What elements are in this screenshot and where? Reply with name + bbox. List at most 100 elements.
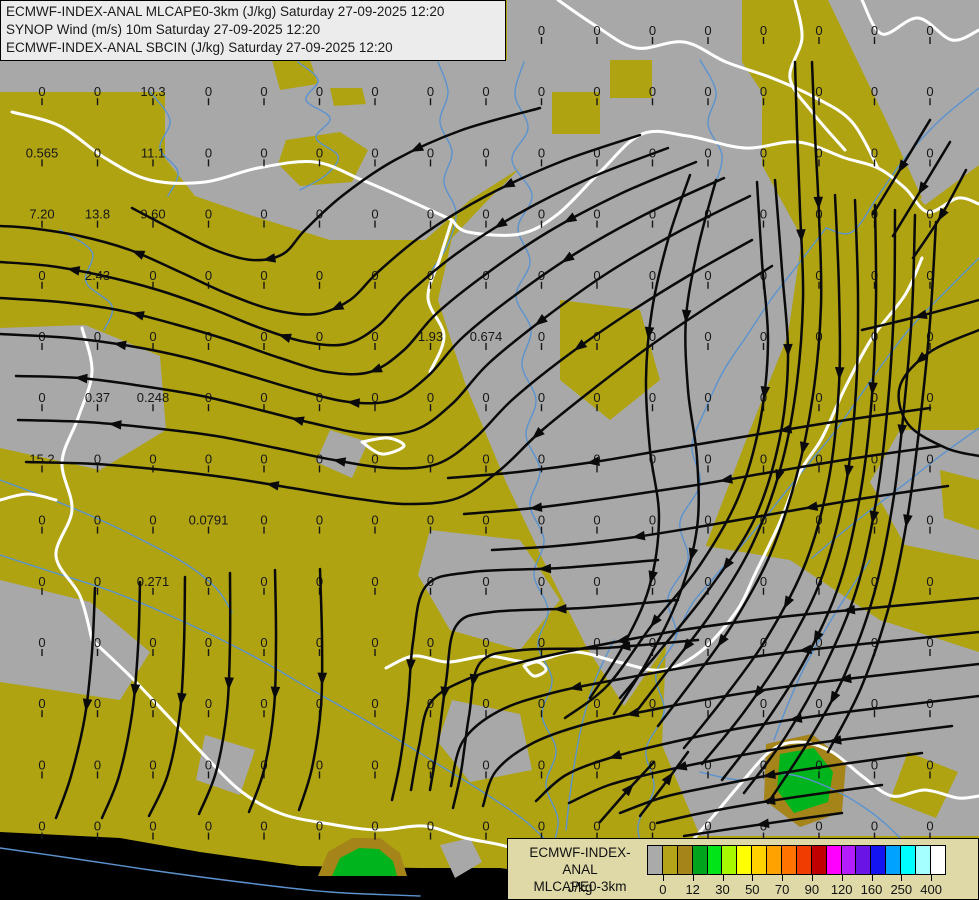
country-border-path (860, 0, 979, 42)
station-marker: 0 (94, 84, 101, 106)
legend-tick-mark (901, 875, 903, 881)
station-calm-staff (429, 771, 432, 779)
station-value: 0 (704, 329, 711, 344)
station-calm-staff (762, 98, 765, 106)
station-value: 0 (94, 696, 101, 711)
streamline-path (700, 198, 860, 766)
country-border-path (54, 326, 94, 642)
station-calm-staff (762, 832, 765, 840)
station-marker: 0 (371, 757, 379, 779)
station-calm-staff (707, 832, 709, 840)
station-value: 0 (926, 574, 933, 589)
station-marker: 0 (926, 268, 934, 289)
station-value: 0 (538, 635, 545, 650)
station-marker: 0 (760, 145, 767, 167)
flow-arrowhead (330, 300, 345, 311)
station-value: 0 (704, 207, 711, 222)
station-marker: 0 (94, 635, 101, 656)
station-value: 0 (205, 574, 212, 589)
station-marker: 0 (871, 390, 878, 412)
flow-arrowhead (648, 570, 658, 585)
station-calm-staff (485, 404, 487, 412)
flow-arrowhead (778, 424, 793, 434)
station-value: 0 (593, 757, 600, 772)
country-border-path (556, 0, 880, 170)
station-value: 0 (760, 451, 767, 466)
cape-olive-patch (552, 92, 600, 134)
station-calm-staff (263, 159, 265, 167)
station-value: 0 (260, 329, 267, 344)
station-calm-staff (707, 404, 709, 412)
flow-arrowhead (903, 514, 913, 528)
cape-gray-patches (0, 0, 979, 836)
station-marker: 0 (260, 84, 268, 106)
legend-color-swatch (751, 845, 768, 875)
streamline-path (655, 783, 884, 825)
station-calm-staff (929, 587, 931, 595)
station-marker: 0 (316, 819, 323, 840)
station-marker: 0 (94, 329, 101, 350)
station-marker: 0 (593, 268, 601, 289)
streamline-path (588, 173, 692, 700)
streamline-path (0, 160, 698, 376)
station-calm-staff (929, 37, 931, 44)
station-value: 7.20 (29, 207, 54, 222)
station-calm-staff (762, 649, 765, 656)
station-calm-staff (263, 587, 265, 595)
station-calm-staff (96, 281, 99, 289)
station-marker: 0 (316, 84, 323, 106)
station-calm-staff (207, 404, 210, 412)
flow-arrowhead (762, 769, 777, 779)
flow-arrowhead (869, 510, 880, 524)
station-calm-staff (152, 281, 154, 289)
cape-gray-patch (662, 545, 979, 836)
station-value: 0 (593, 390, 600, 405)
station-value: 0 (260, 819, 267, 834)
station-marker: 0 (38, 513, 46, 534)
station-calm-staff (96, 832, 99, 840)
station-marker: 0 (205, 207, 212, 228)
station-marker: 0 (815, 23, 823, 44)
station-marker: 0 (427, 513, 434, 534)
station-marker: 0 (538, 819, 545, 840)
station-value: 0.0791 (189, 513, 229, 528)
station-calm-staff (207, 832, 210, 840)
station-value: 0 (260, 145, 267, 160)
station-value: 0 (871, 451, 878, 466)
station-value: 0 (815, 268, 822, 283)
streamline-path (0, 146, 670, 347)
legend-tick-label: 70 (774, 882, 790, 897)
streamline-path (481, 662, 979, 808)
cape-olive-patch (940, 470, 979, 530)
station-calm-staff (485, 526, 487, 534)
station-marker: 0 (38, 757, 46, 779)
legend-unit-label: J/kg (567, 880, 593, 895)
station-value: 9.60 (140, 207, 165, 222)
station-calm-staff (818, 281, 820, 289)
station-calm-staff (929, 343, 931, 350)
river-path (699, 59, 723, 189)
station-marker: 0 (593, 757, 601, 779)
station-marker: 0 (593, 696, 601, 718)
station-calm-staff (374, 220, 376, 228)
station-value: 0 (593, 268, 600, 283)
legend-title: ECMWF-INDEX-ANAL MLCAPE0-3km (516, 844, 644, 895)
station-calm-staff (41, 98, 43, 106)
station-marker: 0 (260, 390, 268, 412)
station-value: 0 (926, 819, 933, 834)
station-value: 0 (149, 451, 156, 466)
station-calm-staff (540, 526, 543, 534)
station-calm-staff (818, 771, 820, 779)
station-calm-staff (41, 649, 43, 656)
header-line-synop-wind: SYNOP Wind (m/s) 10m Saturday 27-09-2025… (6, 22, 321, 38)
flow-arrowhead (717, 633, 729, 648)
station-marker: 0 (482, 513, 490, 534)
station-calm-staff (596, 343, 598, 350)
flow-arrowhead (631, 530, 646, 541)
cape-olive-patch (610, 60, 652, 98)
station-value: 0 (205, 819, 212, 834)
station-marker: 0 (760, 574, 767, 595)
station-marker: 0 (926, 574, 934, 595)
flow-arrowhead (108, 420, 122, 430)
station-calm-staff (96, 220, 99, 228)
